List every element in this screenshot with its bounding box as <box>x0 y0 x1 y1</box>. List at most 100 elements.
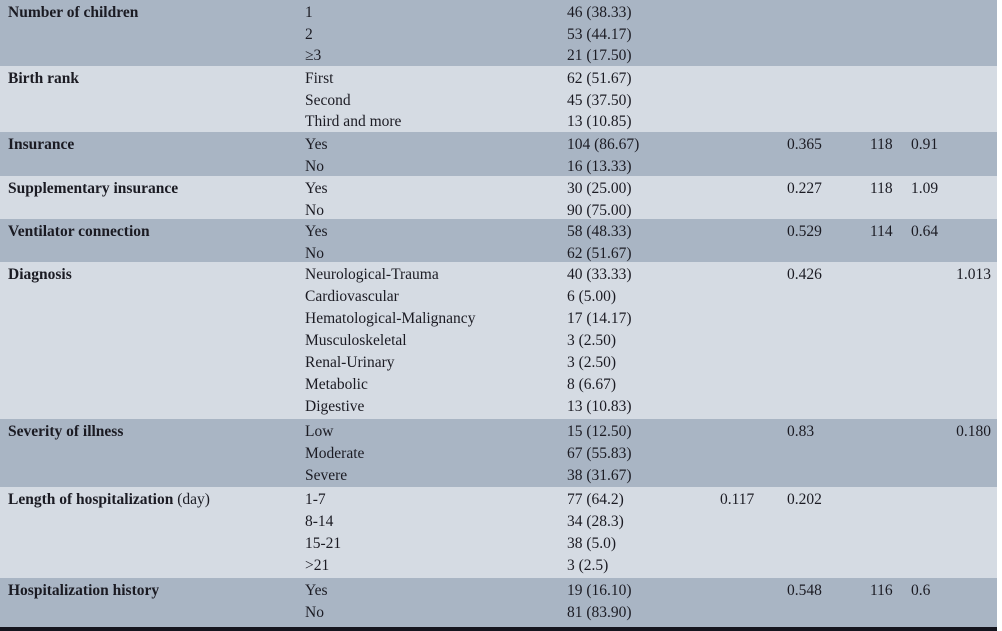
cell-variable-suffix: (day) <box>173 491 210 508</box>
cell-n-percent: 8 (6.67) <box>567 376 617 393</box>
table-row: Yes 30 (25.00) 0.227 118 1.09 <box>0 178 997 200</box>
table-row: Hematological-Malignancy 17 (14.17) <box>0 308 997 330</box>
cell-n-percent: 17 (14.17) <box>567 310 632 327</box>
cell-category: Moderate <box>305 445 365 462</box>
cell-n-percent: 77 (64.2) <box>567 491 624 508</box>
cell-n-percent: 21 (17.50) <box>567 47 632 65</box>
cell-stat3: 0.64 <box>911 223 939 240</box>
cell-category: >21 <box>305 557 330 574</box>
cell-n-percent: 13 (10.85) <box>567 113 632 131</box>
cell-category: Severe <box>305 467 348 484</box>
table-row: Metabolic 8 (6.67) <box>0 374 997 396</box>
variable-group: Severity of illness Low 15 (12.50) 0.83 0.18… <box>0 419 997 487</box>
cell-n-percent: 34 (28.3) <box>567 513 624 530</box>
cell-stat1: 0.117 <box>720 491 755 508</box>
cell-stat2: 0.548 <box>787 582 822 599</box>
cell-variable: Birth rank <box>8 70 80 87</box>
cell-n-percent: 58 (48.33) <box>567 223 632 240</box>
table-row: 1-7 77 (64.2) 0.117 0.202 <box>0 489 997 511</box>
variable-group: Birth rank First 62 (51.67) Second 45 (37.50… <box>0 66 997 132</box>
cell-category: Renal-Urinary <box>305 354 395 371</box>
cell-n-percent: 40 (33.33) <box>567 266 632 283</box>
cell-variable: Ventilator connection <box>8 223 150 240</box>
cell-category: Yes <box>305 136 328 153</box>
cell-stat2: 0.365 <box>787 136 822 153</box>
cell-category: 15-21 <box>305 535 342 552</box>
cell-category: No <box>305 157 324 175</box>
table-row: 1 46 (38.33) <box>0 2 997 24</box>
table-row: Yes 104 (86.67) 0.365 118 0.91 <box>0 134 997 156</box>
cell-n-percent: 90 (75.00) <box>567 201 632 219</box>
cell-n-percent: 3 (2.50) <box>567 354 617 371</box>
cell-category: Yes <box>305 223 328 240</box>
cell-variable: Diagnosis <box>8 266 72 283</box>
cell-df: 116 <box>870 582 893 599</box>
cell-variable: Insurance <box>8 136 75 153</box>
cell-category: Yes <box>305 582 328 599</box>
table-row: Severe 38 (31.67) <box>0 465 997 487</box>
cell-n-percent: 30 (25.00) <box>567 180 632 197</box>
cell-n-percent: 53 (44.17) <box>567 25 632 43</box>
cell-variable: Severity of illness <box>8 423 124 440</box>
cell-stat2: 0.83 <box>787 423 815 440</box>
table-row: First 62 (51.67) <box>0 68 997 90</box>
variable-group: Number of children 1 46 (38.33) 2 53 (44.17)… <box>0 0 997 66</box>
cell-n-percent: 3 (2.5) <box>567 557 609 574</box>
table-row: >21 3 (2.5) <box>0 555 997 577</box>
cell-category: Second <box>305 91 351 109</box>
table-row: Yes 19 (16.10) 0.548 116 0.6 <box>0 580 997 602</box>
table-row: 8-14 34 (28.3) <box>0 511 997 533</box>
variable-group: Diagnosis Neurological-Trauma 40 (33.33) 0.… <box>0 262 997 419</box>
cell-category: No <box>305 604 324 621</box>
table-row: Second 45 (37.50) <box>0 90 997 112</box>
cell-category: Hematological-Malignancy <box>305 310 476 327</box>
table-row: No 16 (13.33) <box>0 156 997 176</box>
cell-df: 118 <box>870 180 893 197</box>
cell-category: Cardiovascular <box>305 288 399 305</box>
cell-category: No <box>305 244 324 262</box>
cell-n-percent: 45 (37.50) <box>567 91 632 109</box>
cell-category: Metabolic <box>305 376 368 393</box>
cell-category: 2 <box>305 25 313 43</box>
cell-category: 1-7 <box>305 491 326 508</box>
cell-stat3: 1.09 <box>911 180 939 197</box>
cell-n-percent: 62 (51.67) <box>567 244 632 262</box>
cell-category: Yes <box>305 180 328 197</box>
table-row: Low 15 (12.50) 0.83 0.180 <box>0 421 997 443</box>
cell-stat2: 0.227 <box>787 180 822 197</box>
cell-n-percent: 16 (13.33) <box>567 157 632 175</box>
cell-category: Low <box>305 423 334 440</box>
variable-group: Supplementary insurance Yes 30 (25.00) 0.22… <box>0 176 997 219</box>
table-row: 2 53 (44.17) <box>0 24 997 46</box>
variable-group: Length of hospitalization (day) 1-7 77 (64… <box>0 487 997 578</box>
cell-n-percent: 6 (5.00) <box>567 288 617 305</box>
cell-n-percent: 81 (83.90) <box>567 604 632 621</box>
cell-n-percent: 46 (38.33) <box>567 4 632 21</box>
table-row: No 81 (83.90) <box>0 602 997 624</box>
cell-stat3: 0.91 <box>911 136 939 153</box>
cell-variable: Hospitalization history <box>8 582 160 599</box>
cell-stat2: 0.426 <box>787 266 822 283</box>
cell-n-percent: 19 (16.10) <box>567 582 632 599</box>
cell-stat2: 0.529 <box>787 223 822 240</box>
cell-variable: Supplementary insurance <box>8 180 179 197</box>
variable-group: Insurance Yes 104 (86.67) 0.365 118 0.91 No 16 … <box>0 132 997 176</box>
table-row: Third and more 13 (10.85) <box>0 111 997 132</box>
cell-n-percent: 104 (86.67) <box>567 136 640 153</box>
cell-stat4: 1.013 <box>956 266 991 283</box>
cell-category: Digestive <box>305 398 365 415</box>
cell-category: Musculoskeletal <box>305 332 407 349</box>
cell-variable: Number of children <box>8 4 139 21</box>
table-row: No 90 (75.00) <box>0 200 997 219</box>
table-row: Yes 58 (48.33) 0.529 114 0.64 <box>0 221 997 243</box>
cell-df: 114 <box>870 223 893 240</box>
cell-n-percent: 3 (2.50) <box>567 332 617 349</box>
cell-df: 118 <box>870 136 893 153</box>
table-row: Neurological-Trauma 40 (33.33) 0.426 1.013 <box>0 264 997 286</box>
cell-category: 8-14 <box>305 513 334 530</box>
cell-n-percent: 67 (55.83) <box>567 445 632 462</box>
table-row: Musculoskeletal 3 (2.50) <box>0 330 997 352</box>
table-row: Digestive 13 (10.83) <box>0 396 997 418</box>
cell-n-percent: 38 (5.0) <box>567 535 617 552</box>
